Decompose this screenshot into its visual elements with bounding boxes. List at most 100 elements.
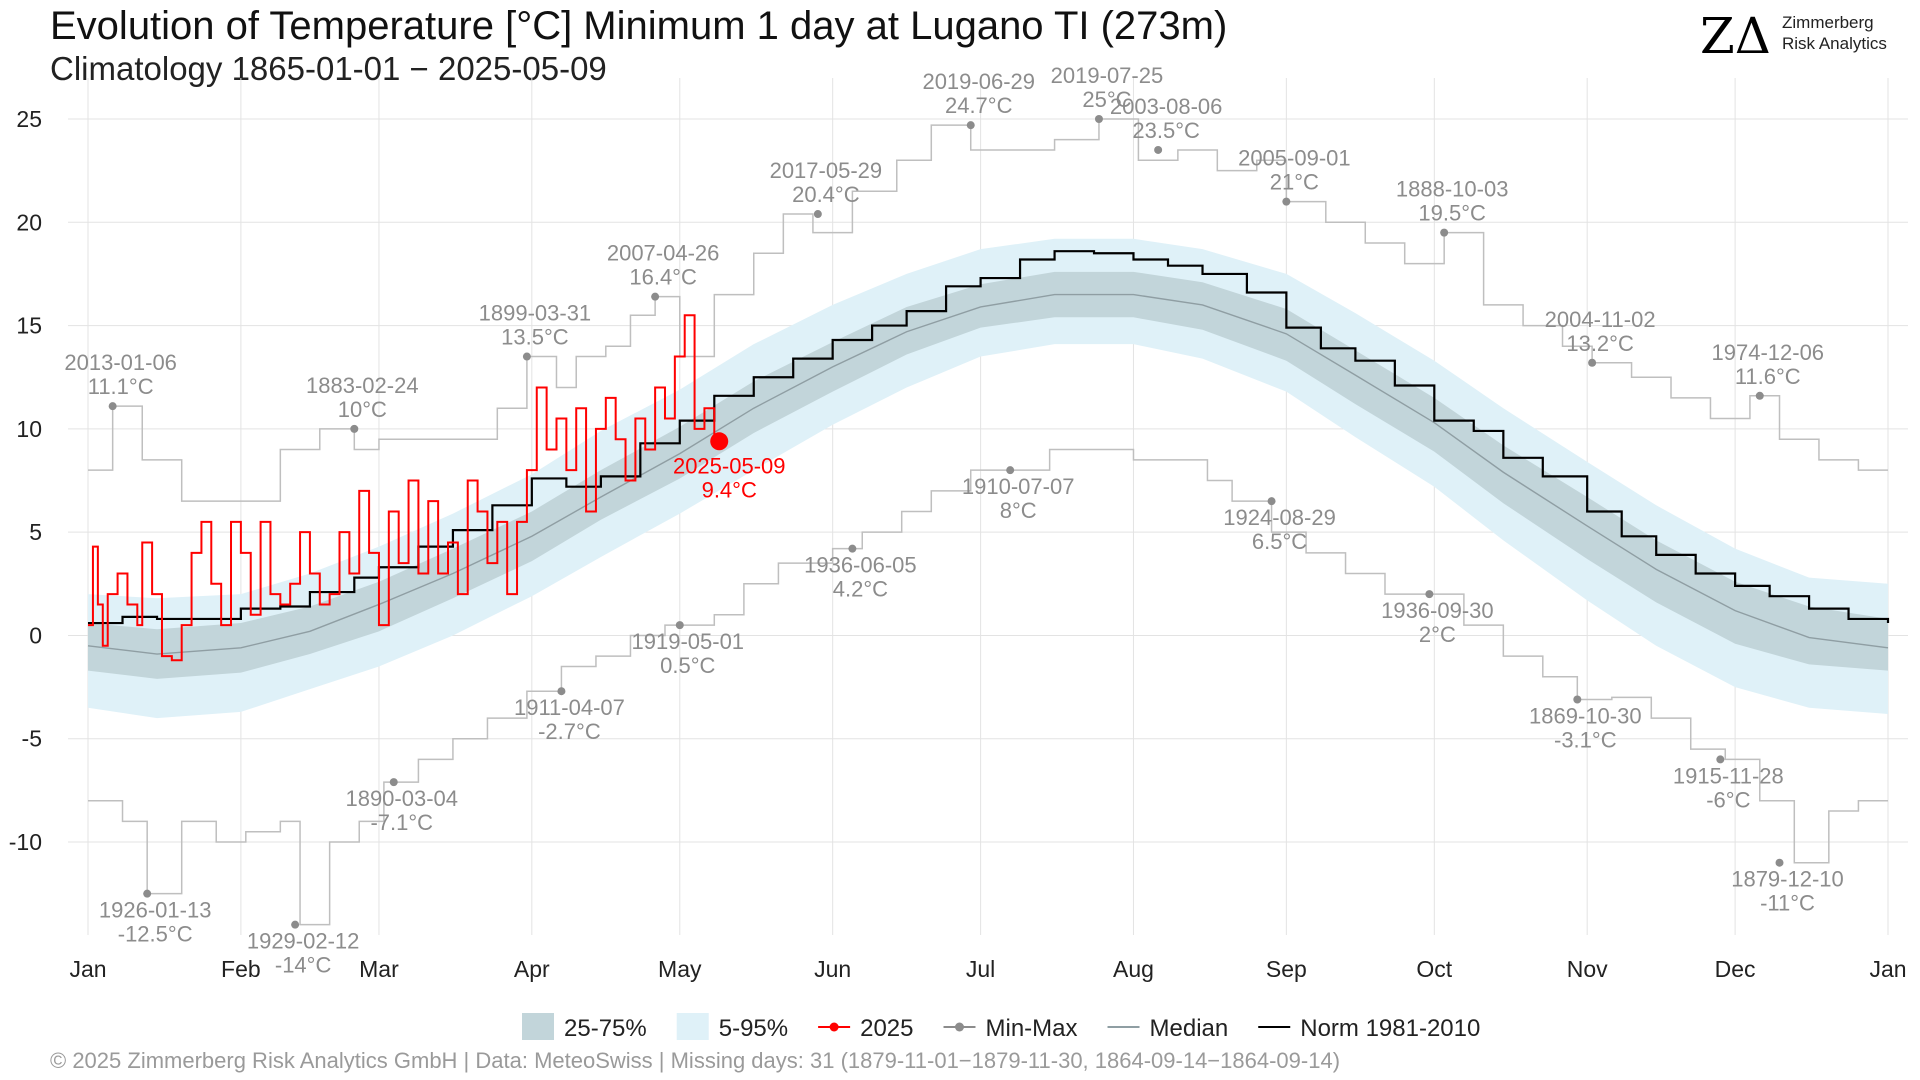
max-record-value-label: 19.5°C [1418,201,1486,226]
min-record-date-label: 1910-07-07 [962,474,1075,499]
x-tick-label: Dec [1715,956,1756,982]
record-max-point [1282,197,1291,206]
record-min-point [1573,695,1582,704]
x-tick-label: Mar [359,956,399,982]
legend-label: 5-95% [719,1015,788,1040]
y-tick-label: 25 [16,106,42,132]
x-tick-label: Nov [1567,956,1608,982]
band-25-75 [88,271,1888,679]
current-date-label: 2025-05-09 [673,453,786,478]
min-record-date-label: 1926-01-13 [99,898,212,923]
max-record-date-label: 2005-09-01 [1238,146,1351,171]
x-tick-label: Oct [1416,956,1452,982]
chart-subtitle: Climatology 1865-01-01 − 2025-05-09 [50,50,607,87]
max-record-date-label: 1888-10-03 [1396,177,1509,202]
logo-line-1: Zimmerberg [1782,13,1874,32]
max-record-value-label: 10°C [338,397,387,422]
x-tick-label: Jul [966,956,995,982]
legend-label: Median [1150,1015,1229,1040]
max-record-value-label: 21°C [1270,170,1319,195]
min-record-date-label: 1879-12-10 [1731,867,1844,892]
y-tick-label: 5 [29,519,42,545]
min-record-date-label: 1911-04-07 [514,695,625,720]
x-tick-label: May [658,956,702,982]
max-record-value-label: 25°C [1082,87,1131,112]
record-max-point [651,292,660,301]
norm-line [88,250,1890,625]
min-record-value-label: -12.5°C [118,922,193,947]
record-min-point [675,621,684,630]
legend-label: Min-Max [986,1015,1078,1040]
max-record-date-label: 2017-05-29 [770,158,883,183]
record-min-point [1716,755,1725,764]
min-record-value-label: 6.5°C [1252,529,1307,554]
logo-mark: ZΔ [1700,7,1771,65]
x-tick-label: Jan [69,956,106,982]
legend-label: Norm 1981-2010 [1300,1015,1480,1040]
record-max-point [1154,145,1163,154]
y-tick-label: -5 [22,726,42,752]
max-record-value-label: 16.4°C [629,265,697,290]
x-tick-label: Feb [221,956,261,982]
logo-line-2: Risk Analytics [1782,34,1887,53]
max-record-date-label: 2007-04-26 [607,241,720,266]
min-record-value-label: -6°C [1706,787,1750,812]
legend-swatch [522,1013,554,1040]
min-record-value-label: 2°C [1419,622,1456,647]
record-min-line [88,448,1888,926]
max-record-date-label: 2019-07-25 [1051,63,1164,88]
max-record-value-label: 11.6°C [1735,364,1801,389]
record-max-point [1094,114,1103,123]
min-record-date-label: 1919-05-01 [632,629,745,654]
max-record-value-label: 13.2°C [1566,331,1634,356]
current-value-point [710,432,729,451]
record-max-point [1588,358,1597,367]
min-record-value-label: -14°C [275,953,332,978]
record-min-point [557,687,566,696]
max-record-value-label: 20.4°C [792,182,860,207]
legend-label: 25-75% [564,1015,647,1040]
footer-credit: © 2025 Zimmerberg Risk Analytics GmbH | … [50,1048,1341,1073]
legend-label: 2025 [860,1015,913,1040]
y-tick-label: 0 [29,622,42,648]
min-record-value-label: 0.5°C [660,653,715,678]
x-tick-label: Jun [814,956,851,982]
min-record-date-label: 1924-08-29 [1223,505,1336,530]
legend-swatch-point [829,1022,839,1032]
min-record-value-label: 4.2°C [833,577,888,602]
min-record-date-label: 1929-02-12 [247,929,360,954]
max-record-date-label: 1899-03-31 [479,301,592,326]
record-min-point [1425,590,1434,599]
max-record-date-label: 2019-06-29 [922,69,1035,94]
series-2025-line [88,314,721,662]
legend-swatch [676,1013,709,1040]
max-record-value-label: 13.5°C [501,325,569,350]
x-tick-label: Jan [1869,956,1906,982]
record-max-point [1440,228,1449,237]
y-tick-label: 20 [16,209,42,235]
y-tick-label: 15 [16,313,42,339]
record-min-point [1267,497,1276,506]
min-record-date-label: 1936-09-30 [1381,598,1494,623]
min-record-date-label: 1869-10-30 [1529,703,1642,728]
logo-name: Zimmerberg Risk Analytics [1782,12,1887,54]
record-min-point [143,889,152,898]
y-tick-label: -10 [9,829,42,855]
record-min-point [389,778,398,787]
record-min-point [1006,466,1015,475]
x-tick-label: Sep [1266,956,1307,982]
record-max-point [350,424,359,433]
max-record-date-label: 1974-12-06 [1712,340,1825,365]
record-max-point [966,121,975,130]
record-max-point [522,352,531,361]
max-record-date-label: 1883-02-24 [306,373,419,398]
min-record-value-label: -7.1°C [370,810,433,835]
legend-swatch-point [955,1022,964,1032]
record-min-point [291,920,300,929]
max-record-date-label: 2003-08-06 [1110,94,1223,119]
current-value-label: 9.4°C [702,477,757,502]
min-record-value-label: -3.1°C [1554,727,1617,752]
record-max-line [88,118,1888,502]
min-record-value-label: -2.7°C [538,719,601,744]
